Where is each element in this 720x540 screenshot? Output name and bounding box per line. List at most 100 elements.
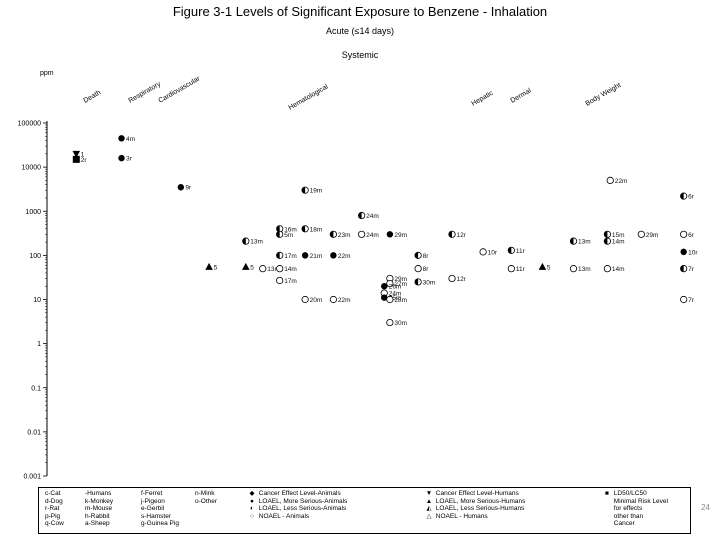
legend-symbol: ◆ [249,490,255,497]
point-label: 24m [389,291,402,298]
point-marker-fill [680,192,684,200]
point-label: 29m [394,232,407,239]
data-point: 13m [569,265,591,273]
y-tick-label: 10000 [22,165,42,172]
legend-text: other than [612,512,644,520]
legend-species-entry: f-Ferret [141,490,163,497]
legend-symbol: ■ [605,490,609,497]
data-point: 4m [118,135,135,143]
legend-entry: ● LOAEL, More Serious-Animals [247,498,347,506]
category-label: Death [83,89,103,104]
category-label: Cardiovascular [158,75,203,105]
point-label: 19m [310,188,323,195]
legend-species-3: f-Ferret j-Pigeon e-Gerbil s-Hamster g-Guine… [141,490,179,528]
legend-humans: ▼ Cancer Effect Level-Humans ▲ LOAEL, Mor… [424,490,526,521]
point-marker [386,295,394,304]
point-marker [72,150,81,158]
data-point: 5 [538,262,551,271]
data-point: 24m [358,211,379,220]
legend-species-entry: g-Guinea Pig [141,520,179,527]
legend-symbol: ● [250,497,254,505]
point-label: 7r [688,297,695,304]
y-tick-label: 1000 [25,209,41,216]
point-label: 5 [547,264,551,271]
point-marker-fill [276,231,280,238]
point-label: 2r [81,157,88,164]
legend-text: for effects [612,505,643,512]
data-point: 13m [259,265,280,273]
legend-entry: for effects [602,505,668,513]
point-label: 11r [516,248,526,255]
point-label: 10r [688,249,698,256]
data-point: 20m [301,295,322,304]
point-marker [329,295,337,304]
point-marker [381,294,388,301]
data-point: 11r [507,265,526,273]
data-point: 13m [569,237,591,246]
point-marker [606,176,614,185]
point-label: 22m [615,178,628,185]
point-marker-fill [301,225,306,233]
point-label: 29m [646,232,659,239]
category-label: Dermal [510,87,533,105]
legend-species-entry: j-Pigeon [141,497,165,505]
point-label: 1 [81,151,85,158]
point-marker [118,135,125,142]
legend-entry: ▲ LOAEL, More Serious-Humans [424,498,526,506]
legend-species-entry: -Humans [85,490,112,497]
legend-species-entry: e-Gerbil [141,505,165,512]
data-point: 12r [448,274,467,283]
figure-title: Figure 3-1 Levels of Significant Exposur… [172,4,548,19]
legend-entry: ◆ Cancer Effect Level-Animals [247,490,347,498]
point-label: 13m [578,239,591,246]
data-point: 2r [72,155,88,164]
category-label: Hematological [288,83,330,111]
point-marker-fill [604,231,608,238]
point-marker [538,262,547,270]
data-point: 17m [276,276,297,285]
legend-entry: ▼ Cancer Effect Level-Humans [424,490,525,498]
data-point: 10r [479,248,498,256]
data-point: 11r [507,246,526,255]
data-point: 8r [414,251,429,260]
legend-animals: ◆ Cancer Effect Level-Animals ● LOAEL, Mo… [247,490,348,520]
point-marker [301,252,309,259]
point-marker-fill [330,231,334,238]
legend-symbol: ▼ [425,490,433,497]
data-point: 25m [381,294,401,302]
legend-entry: other than [602,513,668,521]
y-tick-label: 100000 [18,121,41,128]
point-marker [301,295,309,304]
legend-symbol: ○ [250,512,254,520]
point-marker [414,265,422,273]
point-marker [381,283,388,290]
point-marker-fill [448,231,453,238]
legend-symbol [602,505,612,513]
legend-species-entry: r-Rat [45,505,60,512]
legend-symbol [602,498,612,506]
data-point: 22m [606,176,628,185]
point-label: 4m [126,136,135,143]
y-tick-label: 10 [33,297,41,304]
point-label: 5 [214,264,218,271]
data-point: 3r [118,154,133,163]
legend-entry: △ NOAEL - Humans [424,513,525,521]
data-point: 14m [603,265,625,273]
data-point: 28m [386,295,407,304]
y-tick-label: 100 [29,253,41,260]
point-label: 3r [126,156,133,163]
legend-other: ■ LD50/LC50 Minimal Risk Level for effec… [602,490,668,528]
point-marker [242,262,250,270]
y-tick-label: 0.001 [23,474,41,481]
data-point: 27m [386,279,407,288]
point-label: 30m [394,320,407,327]
data-point: 26m [381,283,401,291]
legend-entry: Cancer [602,520,668,528]
data-point: 6r [680,230,695,239]
category-label: Body Weight [585,82,623,108]
y-tick-label: 0.1 [31,385,41,392]
y-tick-label: 1 [37,341,41,348]
point-label: 13m [578,266,591,273]
data-point: 10r [680,248,698,256]
